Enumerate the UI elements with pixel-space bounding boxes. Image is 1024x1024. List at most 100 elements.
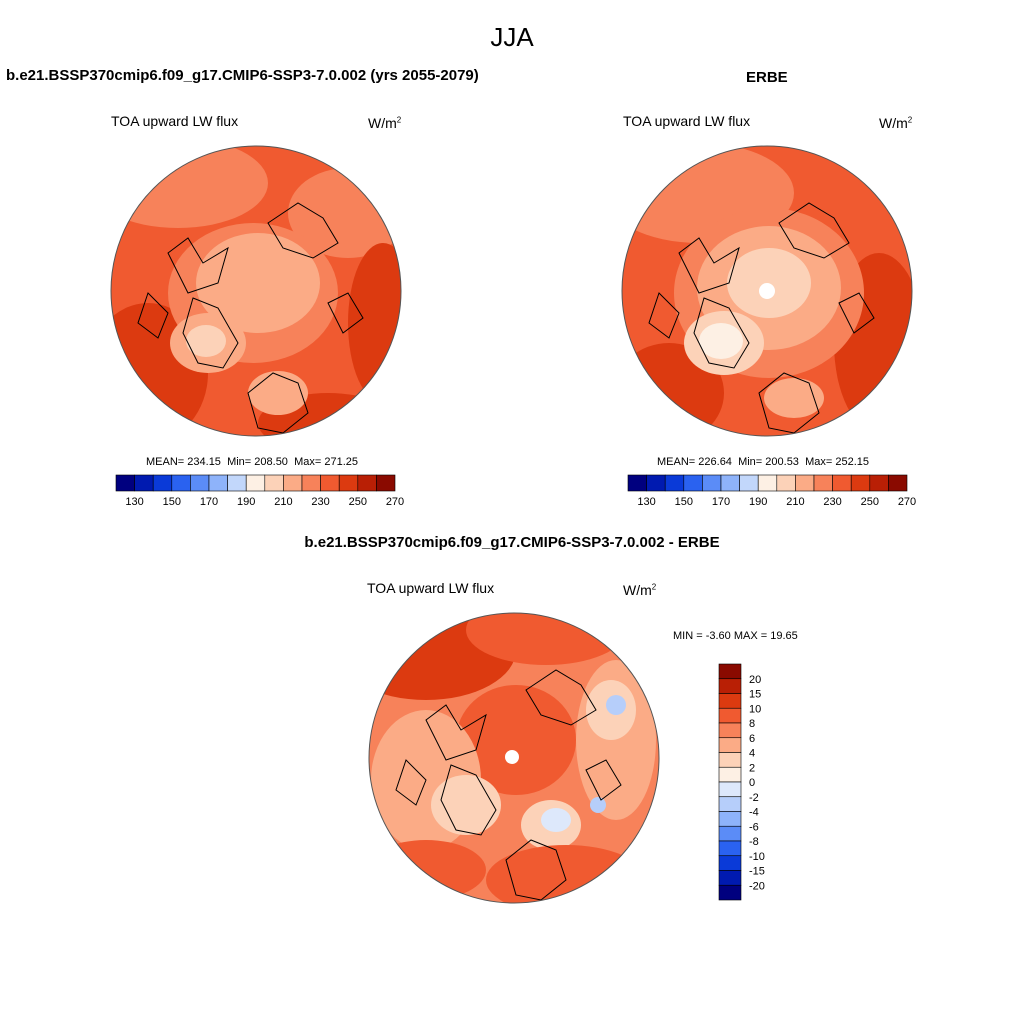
panel2-colorbar-label: 170 <box>712 496 730 508</box>
panel2-colorbar-label: 150 <box>675 496 693 508</box>
panel1-colorbar-box <box>320 474 340 492</box>
panel3-colorbar-box <box>718 663 742 680</box>
panel2-colorbar-box <box>664 474 685 492</box>
panel3-colorbar-label: 10 <box>749 703 761 715</box>
panel1-colorbar-box <box>134 474 154 492</box>
panel1-colorbar-box <box>190 474 210 492</box>
panel3-colorbar-box <box>718 752 742 768</box>
panel1-colorbar-label: 170 <box>200 496 218 508</box>
panel3-colorbar-label: -20 <box>749 880 765 892</box>
panel1-coastlines <box>137 202 364 434</box>
panel1-colorbar-box <box>115 474 135 492</box>
panel3-colorbar-label: -6 <box>749 821 759 833</box>
panel2-colorbar-label: 250 <box>861 496 879 508</box>
panel1-colorbar-label: 130 <box>125 496 143 508</box>
panel3-field-region <box>431 775 501 835</box>
panel3-colorbar-box <box>718 825 742 842</box>
panel1-field-region <box>248 371 308 415</box>
panel3-colorbar-label: 4 <box>749 748 755 760</box>
panel3-colorbar-box <box>718 811 742 827</box>
panel3-colorbar-label: -4 <box>749 807 759 819</box>
panel3-colorbar-box <box>718 678 742 694</box>
panel1-colorbar: 130 150 170 190 210 230 250 270 <box>115 474 404 508</box>
panel1-title: b.e21.BSSP370cmip6.f09_g17.CMIP6-SSP3-7.… <box>6 67 479 84</box>
panel2-stats: MEAN= 226.64 Min= 200.53 Max= 252.15 <box>657 456 869 468</box>
panel2-map <box>621 145 913 437</box>
panel2-colorbar-box <box>795 474 815 492</box>
panel2-colorbar-label: 230 <box>823 496 841 508</box>
panel3-colorbar-label: -10 <box>749 851 765 863</box>
panel3-colorbar-label: 6 <box>749 733 755 745</box>
figure-title: JJA <box>490 22 534 52</box>
panel1-colorbar-box <box>227 474 247 492</box>
panel1-colorbar-box <box>171 474 191 492</box>
panel2-title: ERBE <box>746 69 788 86</box>
panel2-colorbar-box <box>702 474 722 492</box>
panel3-colorbar-label: -8 <box>749 836 759 848</box>
panel1-colorbar-box <box>283 474 303 492</box>
panel2-colorbar-box <box>739 474 759 492</box>
panel2-colorbar-box <box>869 474 889 492</box>
panel3-field-region <box>456 685 576 795</box>
panel1-colorbar-label: 190 <box>237 496 255 508</box>
panel3-map <box>368 612 660 904</box>
panel1-colorbar-label: 210 <box>274 496 292 508</box>
panel2-colorbar-box <box>646 474 666 492</box>
panel2-pole-hole <box>759 283 775 299</box>
panel2-colorbar-box <box>627 474 647 492</box>
panel3-colorbar-box <box>718 870 742 886</box>
panel3-colorbar-label: 0 <box>749 777 755 789</box>
panel3-field-region <box>466 613 626 665</box>
panel3-colorbar-label: -15 <box>749 866 765 878</box>
panel1-field-region <box>196 233 320 333</box>
panel3-colorbar-label: -2 <box>749 792 759 804</box>
panel3-field-region <box>590 797 606 813</box>
panel3-colorbar-box <box>718 855 742 871</box>
panel1-field-region <box>186 325 226 357</box>
panel2-coastlines <box>648 202 875 434</box>
panel3-map-border <box>368 612 660 904</box>
panel2-variable: TOA upward LW flux <box>623 113 751 129</box>
panel1-colorbar-box <box>357 474 377 492</box>
panel1-colorbar-box <box>338 474 359 492</box>
panel3-colorbar-box <box>718 766 742 783</box>
panel1-colorbar-label: 270 <box>386 496 404 508</box>
panel3-field-region <box>541 808 571 832</box>
panel2-colorbar-label: 130 <box>637 496 655 508</box>
panel3-colorbar-label: 20 <box>749 674 761 686</box>
panel3-colorbar-label: 2 <box>749 762 755 774</box>
panel3-colorbar-box <box>718 840 742 857</box>
panel3-variable: TOA upward LW flux <box>367 580 495 596</box>
panel1-colorbar-box <box>301 474 321 492</box>
panel3-stats: MIN = -3.60 MAX = 19.65 <box>673 630 798 642</box>
panel1-colorbar-label: 230 <box>311 496 329 508</box>
panel2-colorbar-box <box>757 474 778 492</box>
panel1-stats: MEAN= 234.15 Min= 208.50 Max= 271.25 <box>146 456 358 468</box>
panel3-colorbar-box <box>718 884 742 901</box>
panel3-colorbar-box <box>718 722 742 739</box>
panel1-colorbar-box <box>152 474 173 492</box>
panel2-field-region <box>764 378 824 418</box>
panel3-colorbar-box <box>718 737 742 753</box>
panel2-colorbar-box <box>720 474 740 492</box>
panel2-colorbar-box <box>776 474 796 492</box>
panel2-colorbar-box <box>683 474 703 492</box>
panel2-field-region <box>727 248 811 318</box>
panel2-colorbar-box <box>832 474 852 492</box>
panel3-field-region <box>606 695 626 715</box>
panel1-colorbar-box <box>264 474 284 492</box>
panel3-field-region <box>369 840 486 900</box>
panel3-colorbar-label: 15 <box>749 689 761 701</box>
panel1-colorbar-box <box>376 474 396 492</box>
panel3-coastlines <box>395 669 622 901</box>
panel1-map-border <box>110 145 402 437</box>
panel2-colorbar-label: 190 <box>749 496 767 508</box>
panel3-colorbar-box <box>718 707 742 724</box>
panel3-colorbar-label: 8 <box>749 718 755 730</box>
panel3-units: W/m2 <box>623 582 657 598</box>
panel2-map-border <box>621 145 913 437</box>
panel1-map <box>110 145 402 437</box>
panel1-colorbar-label: 250 <box>349 496 367 508</box>
panel2-colorbar-label: 210 <box>786 496 804 508</box>
panel2-colorbar-box <box>888 474 908 492</box>
